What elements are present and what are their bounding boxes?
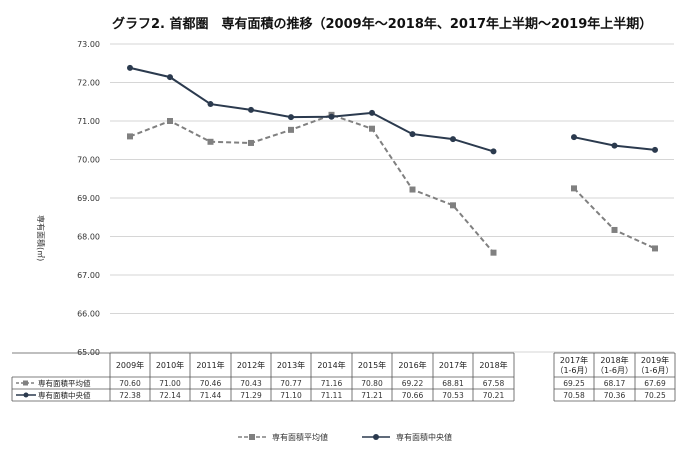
data-label: 70.43 (240, 379, 262, 388)
y-tick-label: 69.00 (77, 194, 100, 203)
data-label: 71.16 (321, 379, 343, 388)
chart-title: グラフ2. 首都圏 専有面積の推移（2009年～2018年、2017年上半期～2… (112, 16, 652, 32)
category-label: 2019年 (641, 355, 669, 365)
data-label: 71.21 (361, 391, 383, 400)
category-label-sub: （1-6月） (555, 366, 592, 375)
y-tick-label: 70.00 (77, 156, 100, 165)
data-label: 70.77 (280, 379, 302, 388)
legend-entry-1: 専有面積平均値 (272, 432, 328, 442)
category-label: 2012年 (237, 360, 265, 370)
data-point-series-1 (490, 249, 497, 256)
y-axis-label: 専有面積(㎡) (36, 215, 46, 261)
data-label: 68.17 (604, 379, 626, 388)
data-label: 72.38 (119, 391, 141, 400)
category-label: 2014年 (317, 360, 345, 370)
legend-key-marker (373, 434, 379, 440)
row-key-marker (23, 380, 28, 386)
data-point-series-2 (369, 109, 375, 116)
series-line-1 (129, 113, 495, 254)
category-label: 2015年 (358, 360, 386, 370)
y-tick-label: 67.00 (77, 271, 100, 280)
data-point-series-1 (167, 118, 173, 124)
data-label: 70.60 (119, 379, 141, 388)
data-label: 71.10 (280, 391, 302, 400)
data-point-series-1 (611, 226, 618, 233)
category-label: 2016年 (398, 360, 426, 370)
data-label: 70.80 (361, 379, 383, 388)
data-label: 70.25 (644, 391, 666, 400)
data-point-series-1 (288, 126, 294, 133)
data-label: 69.22 (402, 379, 424, 388)
legend-entry-2: 専有面積中央値 (396, 432, 452, 442)
data-point-series-2 (288, 114, 294, 121)
data-label: 69.25 (563, 379, 585, 388)
series-line-2 (129, 66, 494, 153)
data-label: 70.58 (563, 391, 585, 400)
data-label: 70.46 (200, 379, 222, 388)
data-point-series-1 (248, 139, 254, 146)
category-label: 2017年 (439, 360, 467, 370)
series-line-1 (573, 187, 656, 250)
data-label: 71.44 (200, 391, 222, 400)
data-point-series-2 (611, 142, 618, 149)
category-label: 2017年 (560, 355, 588, 365)
data-point-series-2 (328, 113, 335, 120)
y-tick-label: 71.00 (77, 117, 100, 126)
data-point-series-1 (450, 202, 456, 209)
data-point-series-2 (167, 74, 173, 81)
category-label: 2013年 (277, 360, 305, 370)
data-label: 67.69 (644, 379, 666, 388)
data-point-series-2 (571, 134, 577, 141)
data-label: 71.00 (159, 379, 181, 388)
category-label: 2018年 (479, 360, 507, 370)
data-label: 71.11 (321, 391, 343, 400)
data-point-series-2 (127, 64, 133, 71)
y-tick-label: 73.00 (77, 40, 100, 49)
data-label: 72.14 (159, 391, 181, 400)
data-point-series-2 (409, 131, 416, 138)
y-tick-label: 68.00 (77, 233, 100, 242)
category-label: 2010年 (156, 360, 184, 370)
category-label-sub: （1-6月） (636, 366, 673, 375)
data-point-series-1 (127, 133, 133, 140)
row-label: 専有面積平均値 (38, 378, 91, 388)
category-label: 2011年 (196, 360, 224, 370)
data-point-series-1 (571, 185, 577, 192)
row-label: 専有面積中央値 (38, 390, 91, 400)
data-label: 71.29 (240, 391, 262, 400)
data-label: 68.81 (442, 379, 464, 388)
y-tick-label: 66.00 (77, 310, 100, 319)
data-point-series-2 (450, 136, 456, 143)
data-point-series-2 (490, 148, 497, 155)
data-point-series-2 (652, 146, 658, 153)
category-label: 2009年 (116, 360, 144, 370)
data-label: 70.53 (442, 391, 464, 400)
y-tick-label: 72.00 (77, 79, 100, 88)
data-point-series-2 (248, 106, 254, 113)
data-label: 70.66 (402, 391, 424, 400)
data-point-series-1 (409, 186, 416, 193)
legend-key-marker (249, 434, 255, 440)
data-label: 70.36 (604, 391, 626, 400)
data-label: 67.58 (483, 379, 505, 388)
y-tick-label: 65.00 (77, 348, 100, 357)
data-point-series-1 (207, 138, 214, 145)
category-label: 2018年 (600, 355, 628, 365)
data-point-series-1 (652, 245, 658, 252)
category-label-sub: （1-6月） (596, 366, 633, 375)
row-key-marker (23, 392, 29, 398)
data-label: 70.21 (483, 391, 505, 400)
data-point-series-2 (207, 101, 214, 108)
data-point-series-1 (369, 125, 375, 132)
